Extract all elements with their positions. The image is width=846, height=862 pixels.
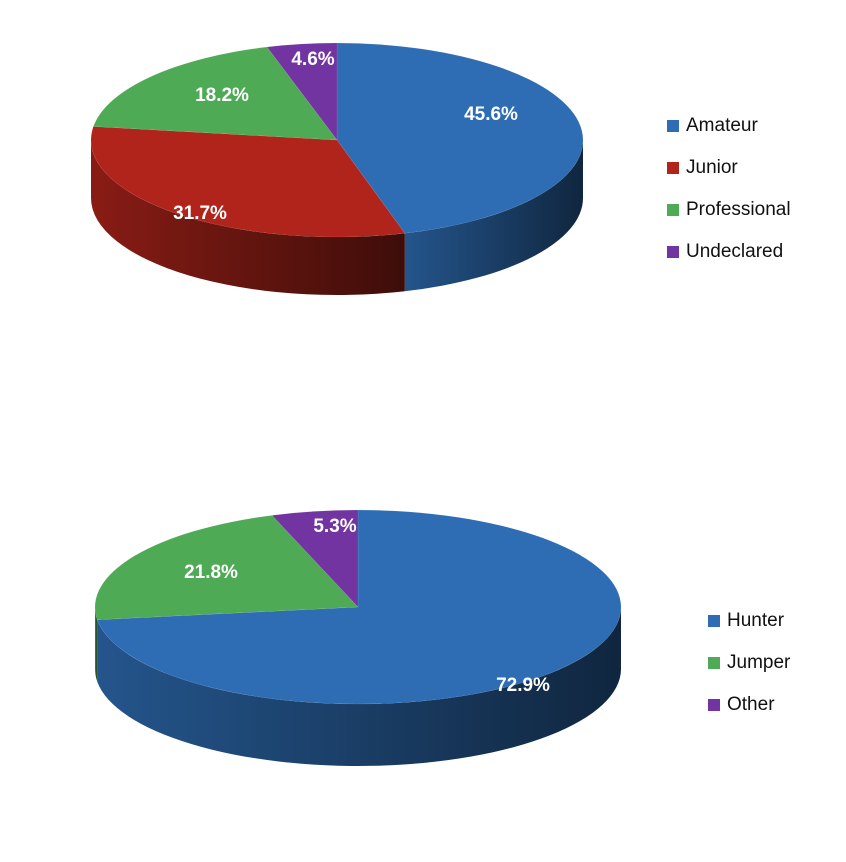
- pie-slice-hunter: [96, 509, 622, 705]
- legend-swatch-jumper: [708, 657, 720, 669]
- legend-level: Amateur Junior Professional Undeclared: [667, 105, 791, 273]
- legend-item-undeclared: Undeclared: [667, 231, 791, 273]
- legend-label-jumper: Jumper: [727, 652, 791, 673]
- legend-swatch-hunter: [708, 615, 720, 627]
- pie-chart-discipline-svg: 72.9% 21.8% 5.3%: [94, 509, 622, 767]
- slice-label-undeclared: 4.6%: [291, 49, 334, 70]
- pie-chart-discipline: 72.9% 21.8% 5.3% Hunter Jumper Other: [0, 430, 846, 862]
- legend-discipline: Hunter Jumper Other: [708, 600, 790, 726]
- slice-label-professional: 18.2%: [195, 85, 249, 106]
- pie-slice-jumper: [94, 515, 359, 621]
- pie-slice-undeclared: [266, 42, 338, 141]
- pie-slice-professional: [93, 46, 338, 141]
- legend-label-undeclared: Undeclared: [686, 241, 784, 262]
- slice-label-hunter: 72.9%: [496, 675, 550, 696]
- pie-slice-other: [271, 509, 359, 608]
- legend-label-professional: Professional: [686, 199, 791, 220]
- legend-item-amateur: Amateur: [667, 105, 791, 147]
- legend-swatch-undeclared: [667, 246, 679, 258]
- pie-chart-level-svg: 45.6% 31.7% 18.2% 4.6%: [90, 42, 584, 295]
- pie-slice-junior: [90, 126, 406, 238]
- pie-side-junior: [90, 140, 405, 295]
- legend-swatch-amateur: [667, 120, 679, 132]
- pie-side-jumper: [95, 607, 98, 682]
- slice-label-junior: 31.7%: [173, 203, 227, 224]
- pie-side-amateur: [404, 140, 583, 292]
- legend-swatch-professional: [667, 204, 679, 216]
- legend-swatch-junior: [667, 162, 679, 174]
- pie-side-walls: [95, 607, 622, 767]
- legend-item-professional: Professional: [667, 189, 791, 231]
- pie-side-walls: [90, 140, 583, 295]
- legend-item-junior: Junior: [667, 147, 791, 189]
- slice-label-other: 5.3%: [313, 516, 356, 537]
- legend-label-hunter: Hunter: [727, 610, 785, 631]
- legend-swatch-other: [708, 699, 720, 711]
- slice-label-amateur: 45.6%: [464, 104, 518, 125]
- slice-label-jumper: 21.8%: [184, 562, 238, 583]
- legend-label-junior: Junior: [686, 157, 738, 178]
- legend-label-amateur: Amateur: [686, 115, 758, 136]
- legend-label-other: Other: [727, 694, 775, 715]
- legend-item-jumper: Jumper: [708, 642, 790, 684]
- pie-side-hunter: [97, 607, 622, 767]
- pie-slice-amateur: [336, 42, 584, 234]
- legend-item-hunter: Hunter: [708, 600, 790, 642]
- legend-item-other: Other: [708, 684, 790, 726]
- pie-chart-level: 45.6% 31.7% 18.2% 4.6% Amateur Junior Profe…: [0, 0, 846, 420]
